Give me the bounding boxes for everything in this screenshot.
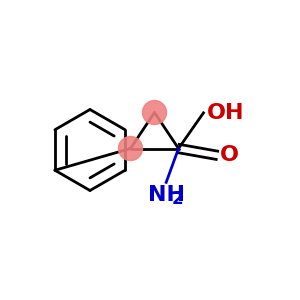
Circle shape <box>118 136 142 160</box>
Circle shape <box>142 100 167 124</box>
Text: O: O <box>220 145 239 165</box>
Text: OH: OH <box>206 103 244 123</box>
Text: NH: NH <box>148 185 185 205</box>
Text: 2: 2 <box>172 190 183 208</box>
